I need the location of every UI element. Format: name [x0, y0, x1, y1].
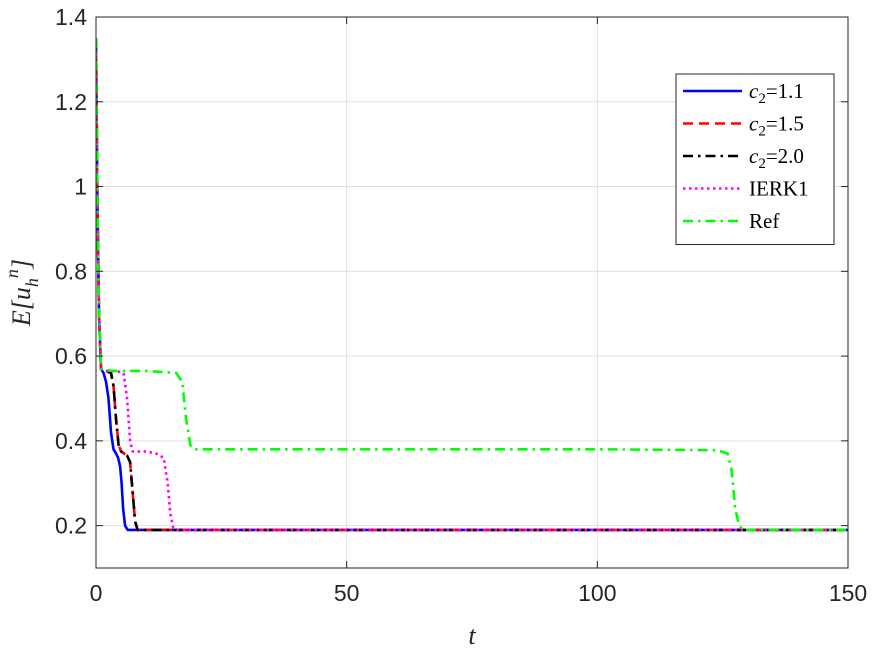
- legend-label: c2=1.5: [749, 112, 804, 140]
- y-axis-label: E[uhn]: [2, 259, 42, 327]
- series-line-c2-2-0: [96, 38, 848, 532]
- y-tick-label: 0.6: [55, 343, 87, 369]
- legend: c2=1.1 c2=1.5 c2=2.0 IERK1 Ref: [675, 73, 835, 245]
- x-tick-label: 100: [578, 580, 616, 606]
- x-tick-label: 0: [90, 580, 103, 606]
- y-tick-label: 1.4: [55, 4, 87, 30]
- ticks: 0 50 100 150 0.2 0.4 0.6 0.8 1 1.2 1.4: [55, 4, 867, 606]
- legend-label: Ref: [749, 209, 779, 233]
- legend-box: [675, 73, 835, 245]
- y-tick-label: 0.8: [55, 258, 87, 284]
- y-tick-label: 0.2: [55, 513, 87, 539]
- y-tick-label: 1.2: [55, 89, 87, 115]
- series-line-ref: [96, 38, 848, 532]
- x-axis-label: t: [468, 621, 476, 650]
- y-tick-label: 1: [74, 174, 87, 200]
- series-lines: [96, 38, 848, 532]
- legend-label: IERK1: [749, 177, 809, 201]
- x-tick-label: 50: [334, 580, 360, 606]
- legend-label: c2=1.1: [749, 79, 804, 107]
- y-tick-label: 0.4: [55, 428, 87, 454]
- x-tick-label: 150: [829, 580, 867, 606]
- legend-label: c2=2.0: [749, 144, 804, 172]
- y-axis-label-text: E[uhn]: [2, 259, 42, 327]
- axes-frame: [95, 16, 849, 569]
